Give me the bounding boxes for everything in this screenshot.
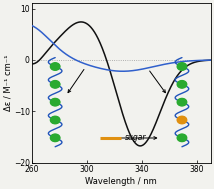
Ellipse shape: [51, 81, 60, 88]
Ellipse shape: [177, 81, 187, 88]
Ellipse shape: [51, 63, 60, 70]
Ellipse shape: [177, 134, 187, 142]
Ellipse shape: [177, 63, 187, 70]
Text: sugar: sugar: [125, 133, 146, 143]
X-axis label: Wavelength / nm: Wavelength / nm: [85, 177, 157, 186]
Ellipse shape: [51, 98, 60, 106]
Ellipse shape: [177, 116, 187, 124]
Ellipse shape: [177, 98, 187, 106]
Ellipse shape: [51, 116, 60, 124]
Ellipse shape: [51, 134, 60, 142]
Y-axis label: Δε / M⁻¹ cm⁻¹: Δε / M⁻¹ cm⁻¹: [3, 55, 12, 111]
